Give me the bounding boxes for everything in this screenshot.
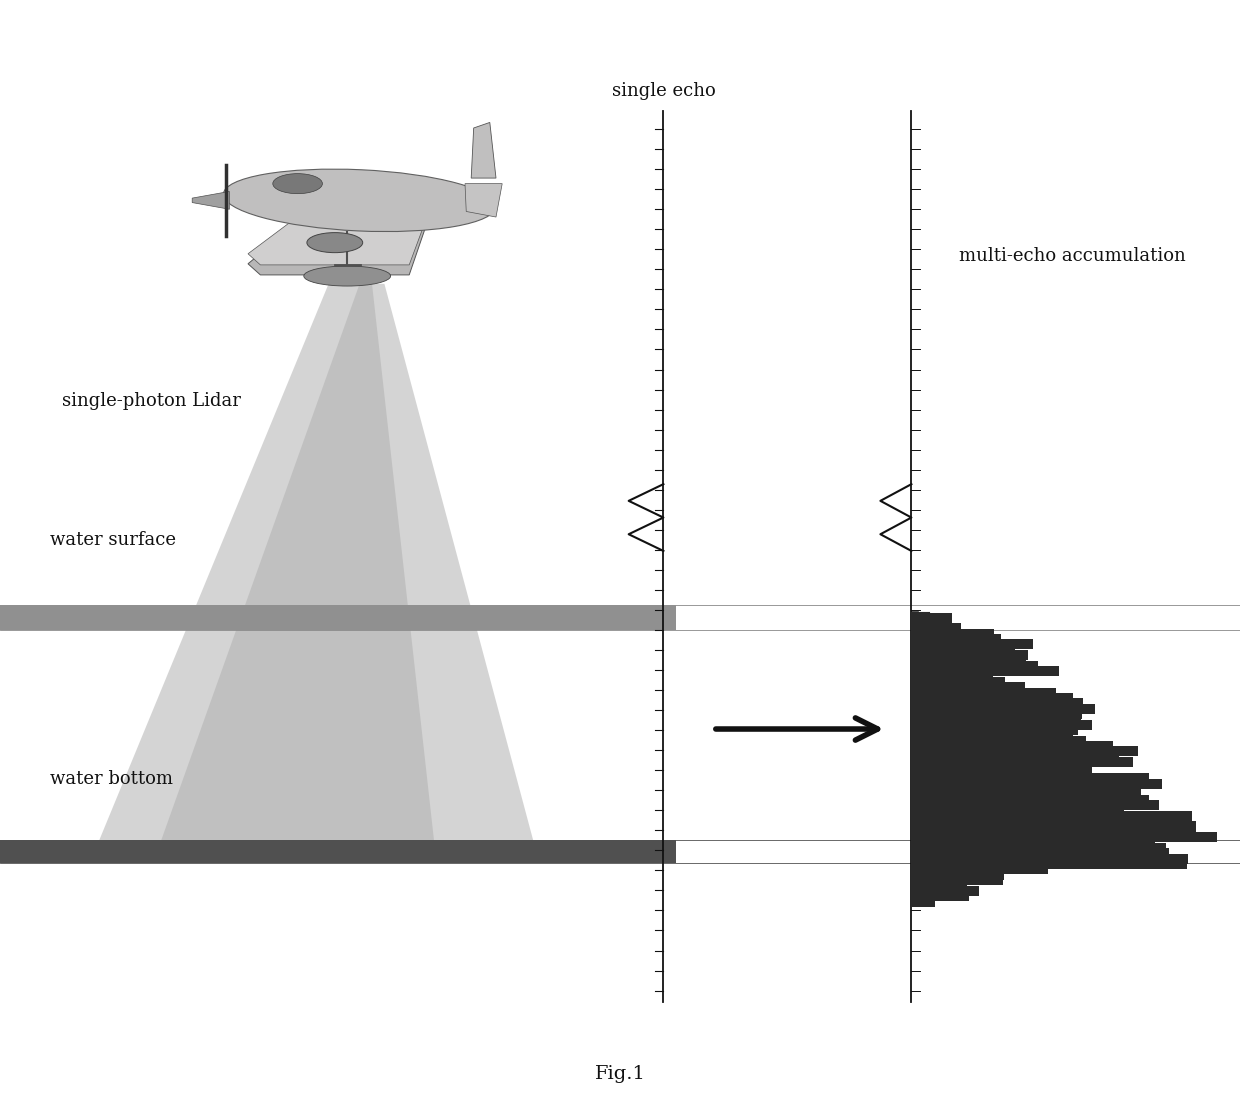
Bar (911, 795, 1149, 805)
Bar (911, 854, 1188, 864)
Bar (911, 821, 1197, 831)
Bar (911, 838, 1156, 848)
Polygon shape (465, 184, 502, 217)
Bar (911, 875, 1003, 885)
Ellipse shape (273, 174, 322, 194)
Bar (911, 693, 1073, 703)
Bar (911, 886, 980, 896)
Bar (911, 833, 1218, 843)
Text: water bottom: water bottom (50, 770, 172, 788)
Polygon shape (248, 198, 434, 265)
Text: single echo: single echo (611, 82, 715, 100)
Bar (911, 730, 1073, 740)
Bar (911, 784, 1101, 794)
Bar (911, 859, 1187, 869)
Text: multi-echo accumulation: multi-echo accumulation (960, 247, 1185, 265)
Text: water surface: water surface (50, 531, 176, 549)
Bar (911, 768, 1086, 778)
Bar (911, 725, 1079, 735)
Bar (911, 677, 1006, 687)
Polygon shape (99, 284, 533, 840)
Text: single-photon Lidar: single-photon Lidar (62, 392, 241, 410)
Bar (911, 869, 1003, 879)
Bar (911, 747, 1138, 757)
Bar (911, 741, 1114, 751)
Bar (911, 688, 1056, 698)
Ellipse shape (304, 266, 391, 286)
Bar (911, 650, 1028, 660)
Bar (911, 806, 1125, 816)
Polygon shape (161, 284, 434, 840)
Bar (911, 618, 945, 628)
Bar (0, 605, 676, 630)
Bar (911, 715, 1081, 725)
Bar (911, 634, 1001, 644)
Bar (911, 757, 1133, 767)
Bar (911, 629, 993, 639)
Bar (911, 709, 1083, 719)
Bar (911, 720, 1091, 730)
Bar (911, 639, 1033, 649)
Bar (911, 774, 1149, 784)
Bar (911, 897, 935, 906)
Bar (911, 848, 1169, 858)
Bar (911, 843, 1166, 853)
Bar (911, 810, 1192, 820)
Polygon shape (471, 122, 496, 178)
Bar (0, 840, 676, 863)
Bar (911, 698, 1083, 708)
Bar (911, 789, 1142, 799)
Bar (911, 703, 1095, 713)
Bar (911, 892, 970, 902)
Bar (911, 682, 1024, 692)
Bar (911, 752, 1120, 761)
Bar (911, 800, 1159, 810)
Bar (911, 816, 1184, 826)
Bar (911, 827, 1190, 837)
Ellipse shape (308, 233, 362, 253)
Bar (911, 644, 1016, 654)
Ellipse shape (223, 169, 496, 232)
Polygon shape (192, 191, 229, 209)
Bar (911, 623, 961, 633)
Bar (911, 612, 952, 622)
Bar (911, 865, 1048, 875)
Bar (911, 779, 1162, 789)
Bar (911, 666, 1059, 676)
Polygon shape (248, 203, 434, 275)
Bar (911, 762, 1092, 772)
Bar (911, 736, 1086, 746)
Bar (911, 880, 967, 890)
Bar (911, 656, 1025, 666)
Bar (911, 661, 1038, 671)
Text: Fig.1: Fig.1 (594, 1065, 646, 1083)
Bar (911, 671, 993, 681)
